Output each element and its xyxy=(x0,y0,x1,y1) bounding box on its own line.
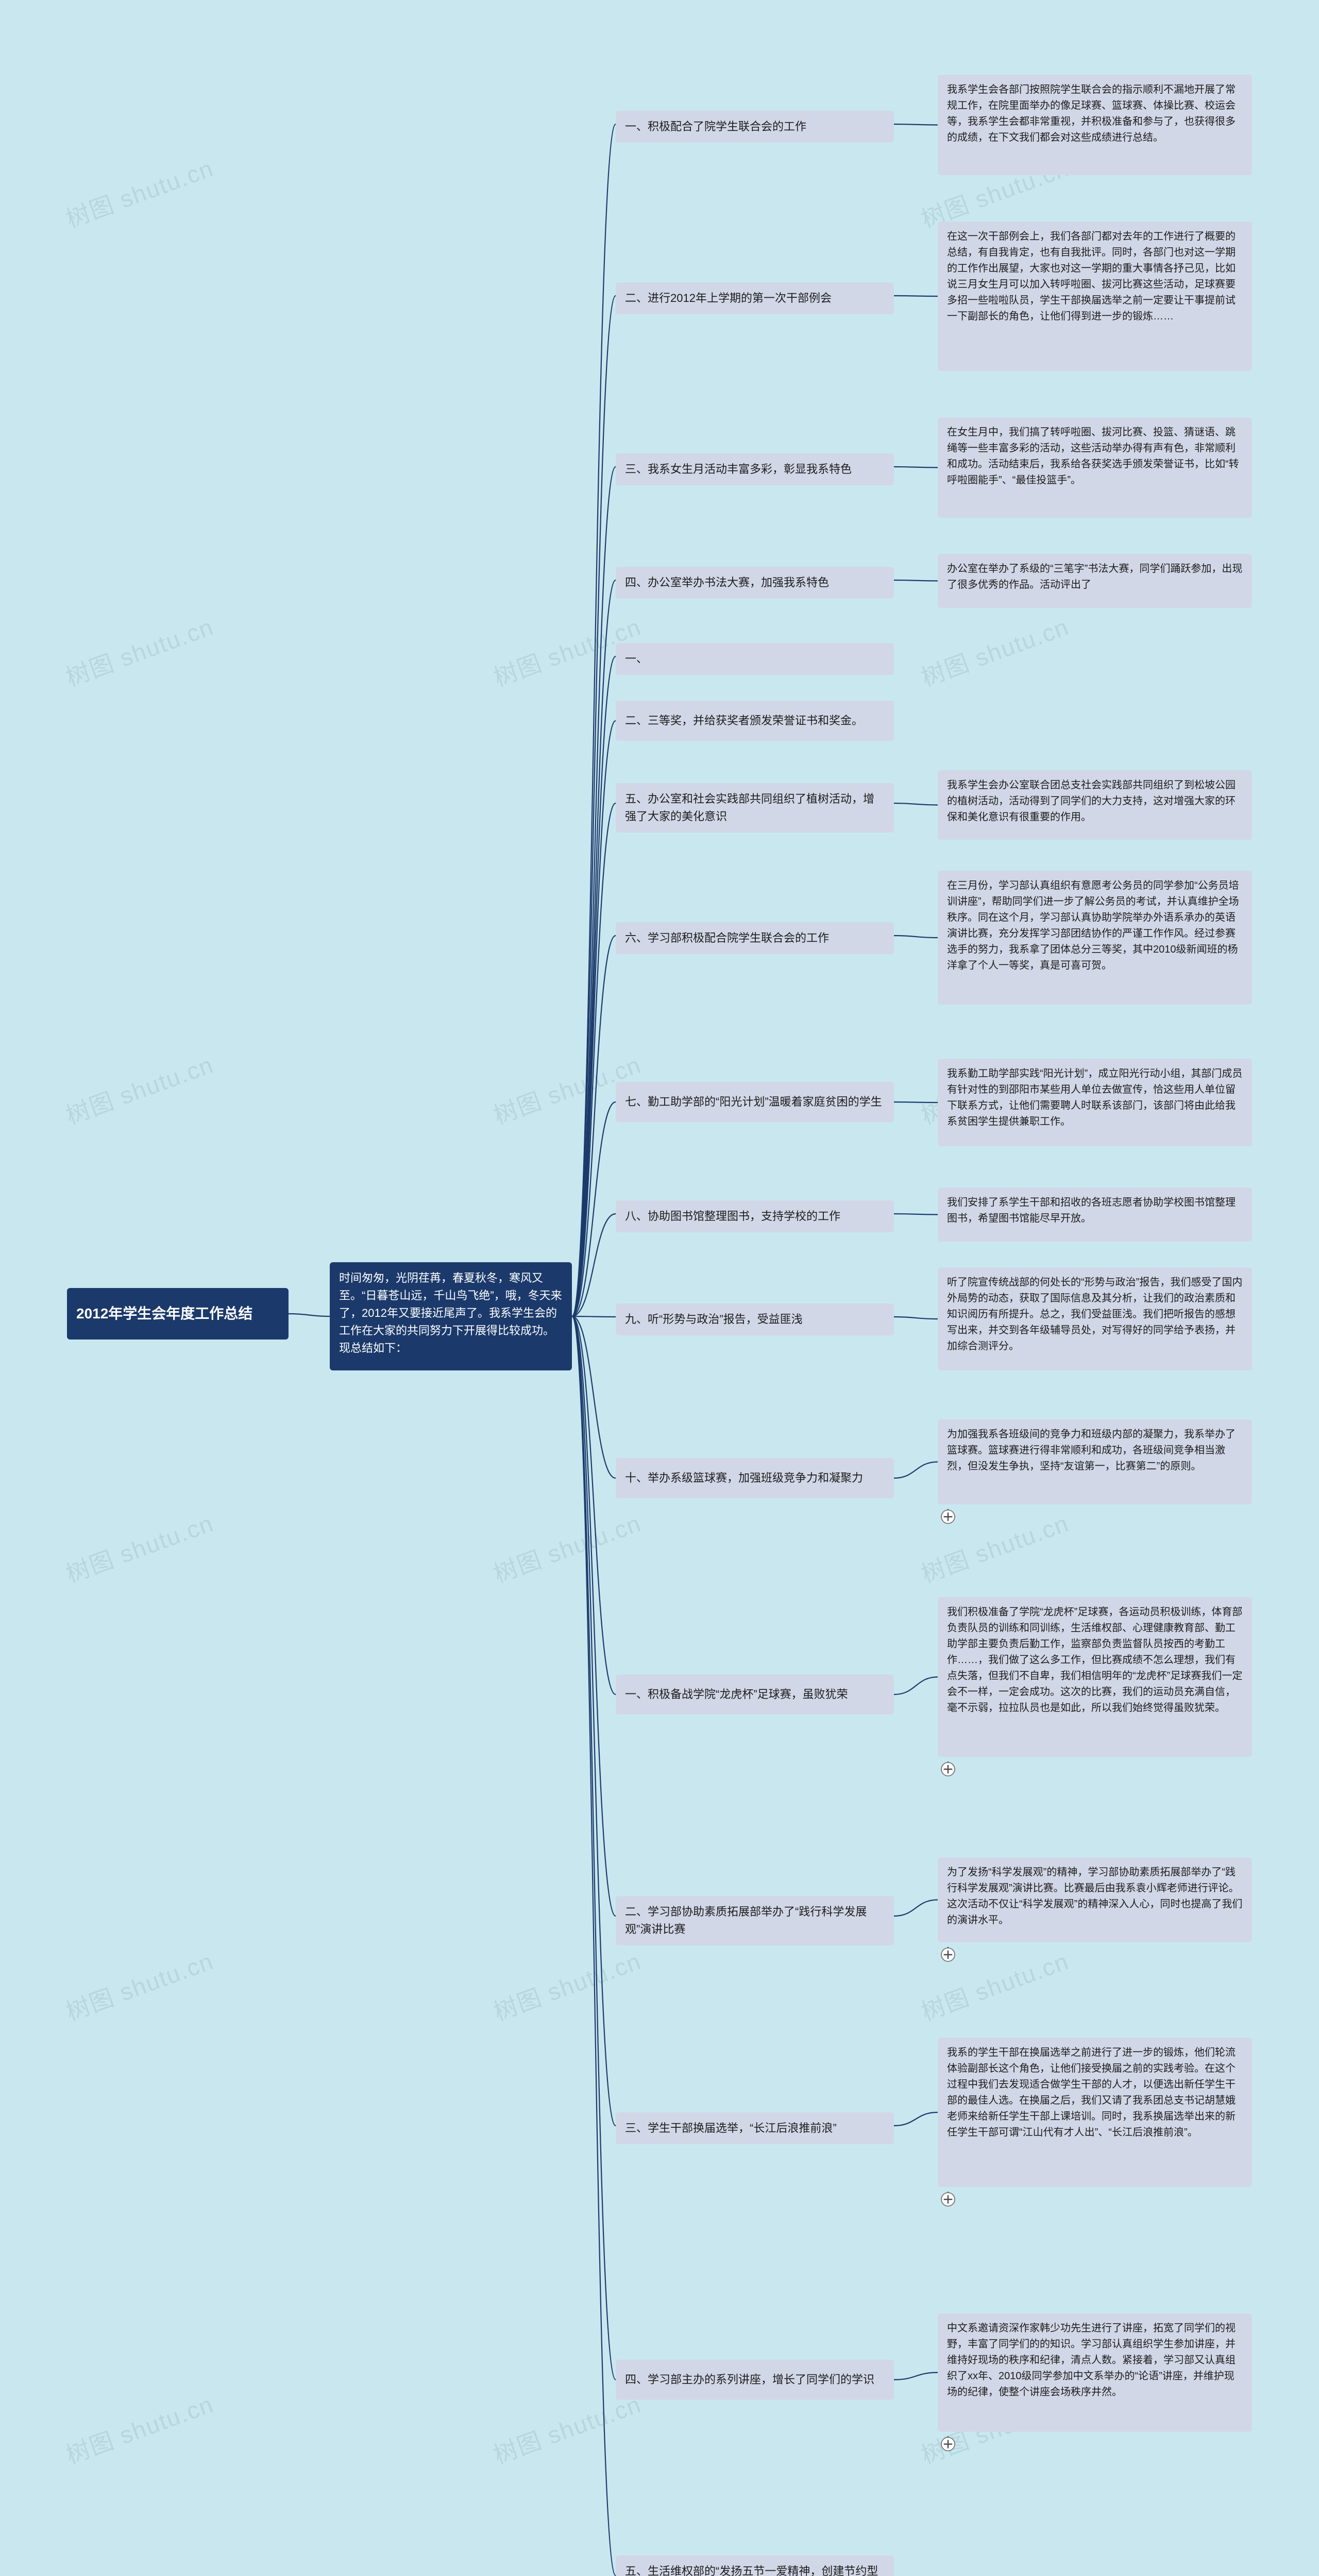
leaf-l5[interactable]: 我系学生会办公室联合团总支社会实践部共同组织了到松坡公园的植树活动，活动得到了同… xyxy=(938,770,1252,840)
watermark: 树图 shutu.cn xyxy=(61,608,218,693)
watermark: 树图 shutu.cn xyxy=(61,2386,218,2471)
branch-s10[interactable]: 八、协助图书馆整理图书，支持学校的工作 xyxy=(616,1200,894,1232)
branch-s17[interactable]: 五、生活维权部的“发扬五节一爱精神，创建节约型宿舍”的活动，让节约意识深入人心 xyxy=(616,2555,894,2576)
branch-s15[interactable]: 三、学生干部换届选举，“长江后浪推前浪” xyxy=(616,2112,894,2144)
leaf-l1[interactable]: 我系学生会各部门按照院学生联合会的指示顺利不漏地开展了常规工作，在院里面举办的像… xyxy=(938,75,1252,175)
expand-icon[interactable] xyxy=(934,1947,962,1962)
branch-s14[interactable]: 二、学习部协助素质拓展部举办了“践行科学发展观”演讲比赛 xyxy=(616,1896,894,1945)
watermark: 树图 shutu.cn xyxy=(916,608,1073,693)
branch-s2[interactable]: 二、进行2012年上学期的第一次干部例会 xyxy=(616,282,894,314)
watermark: 树图 shutu.cn xyxy=(488,1943,646,2028)
watermark: 树图 shutu.cn xyxy=(488,1505,646,1590)
leaf-l9[interactable]: 听了院宣传统战部的何处长的“形势与政治”报告，我们感受了国内外局势的动态，获取了… xyxy=(938,1267,1252,1370)
root-node[interactable]: 2012年学生会年度工作总结 xyxy=(67,1288,289,1340)
branch-s3[interactable]: 三、我系女生月活动丰富多彩，彰显我系特色 xyxy=(616,453,894,485)
leaf-l13[interactable]: 我系的学生干部在换届选举之前进行了进一步的锻炼，他们轮流体验副部长这个角色，让他… xyxy=(938,2038,1252,2187)
mindmap-canvas: 树图 shutu.cn 树图 shutu.cn 树图 shutu.cn 树图 shut… xyxy=(0,0,1319,2576)
leaf-l10[interactable]: 为加强我系各班级间的竞争力和班级内部的凝聚力，我系举办了篮球赛。篮球赛进行得非常… xyxy=(938,1419,1252,1504)
leaf-l12[interactable]: 为了发扬“科学发展观”的精神，学习部协助素质拓展部举办了“践行科学发展观”演讲比… xyxy=(938,1857,1252,1942)
branch-s12[interactable]: 十、举办系级篮球赛，加强班级竞争力和凝聚力 xyxy=(616,1458,894,1498)
branch-s9[interactable]: 七、勤工助学部的“阳光计划”温暖着家庭贫困的学生 xyxy=(616,1082,894,1122)
expand-icon[interactable] xyxy=(934,1761,962,1777)
branch-s16[interactable]: 四、学习部主办的系列讲座，增长了同学们的学识 xyxy=(616,2360,894,2400)
expand-icon[interactable] xyxy=(934,2436,962,2452)
leaf-l14[interactable]: 中文系邀请资深作家韩少功先生进行了讲座，拓宽了同学们的视野，丰富了同学们的的知识… xyxy=(938,2313,1252,2432)
branch-s6[interactable]: 二、三等奖，并给获奖者颁发荣誉证书和奖金。 xyxy=(616,701,894,741)
intro-node[interactable]: 时间匆匆，光阴荏苒，春夏秋冬，寒风又至。“日暮苍山远，千山鸟飞绝”，哦，冬天来了… xyxy=(330,1262,572,1370)
branch-s11[interactable]: 九、听“形势与政治”报告，受益匪浅 xyxy=(616,1303,894,1335)
branch-s8[interactable]: 六、学习部积极配合院学生联合会的工作 xyxy=(616,922,894,954)
watermark: 树图 shutu.cn xyxy=(61,1046,218,1131)
branch-s4[interactable]: 四、办公室举办书法大赛，加强我系特色 xyxy=(616,567,894,599)
branch-s1[interactable]: 一、积极配合了院学生联合会的工作 xyxy=(616,111,894,143)
branch-s13[interactable]: 一、积极备战学院“龙虎杯”足球赛，虽败犹荣 xyxy=(616,1674,894,1715)
watermark: 树图 shutu.cn xyxy=(61,1505,218,1590)
branch-s5[interactable]: 一、 xyxy=(616,643,894,675)
leaf-l11[interactable]: 我们积极准备了学院“龙虎杯”足球赛，各运动员积极训练，体育部负责队员的训练和同训… xyxy=(938,1597,1252,1757)
expand-icon[interactable] xyxy=(934,1509,962,1524)
leaf-l2[interactable]: 在这一次干部例会上，我们各部门都对去年的工作进行了概要的总结，有自我肯定，也有自… xyxy=(938,222,1252,371)
leaf-l4[interactable]: 办公室在举办了系级的“三笔字”书法大赛，同学们踊跃参加，出现了很多优秀的作品。活… xyxy=(938,554,1252,608)
leaf-l3[interactable]: 在女生月中，我们搞了转呼啦圈、拔河比赛、投篮、猜谜语、跳绳等一些丰富多彩的活动，… xyxy=(938,417,1252,518)
leaf-l8[interactable]: 我们安排了系学生干部和招收的各班志愿者协助学校图书馆整理图书，希望图书馆能尽早开… xyxy=(938,1188,1252,1242)
watermark: 树图 shutu.cn xyxy=(61,1943,218,2028)
branch-s7[interactable]: 五、办公室和社会实践部共同组织了植树活动，增强了大家的美化意识 xyxy=(616,783,894,833)
leaf-l6[interactable]: 在三月份，学习部认真组织有意愿考公务员的同学参加“公务员培训讲座”，帮助同学们进… xyxy=(938,871,1252,1005)
watermark: 树图 shutu.cn xyxy=(61,150,218,235)
leaf-l7[interactable]: 我系勤工助学部实践“阳光计划”，成立阳光行动小组，其部门成员有针对性的到邵阳市某… xyxy=(938,1059,1252,1146)
expand-icon[interactable] xyxy=(934,2192,962,2207)
